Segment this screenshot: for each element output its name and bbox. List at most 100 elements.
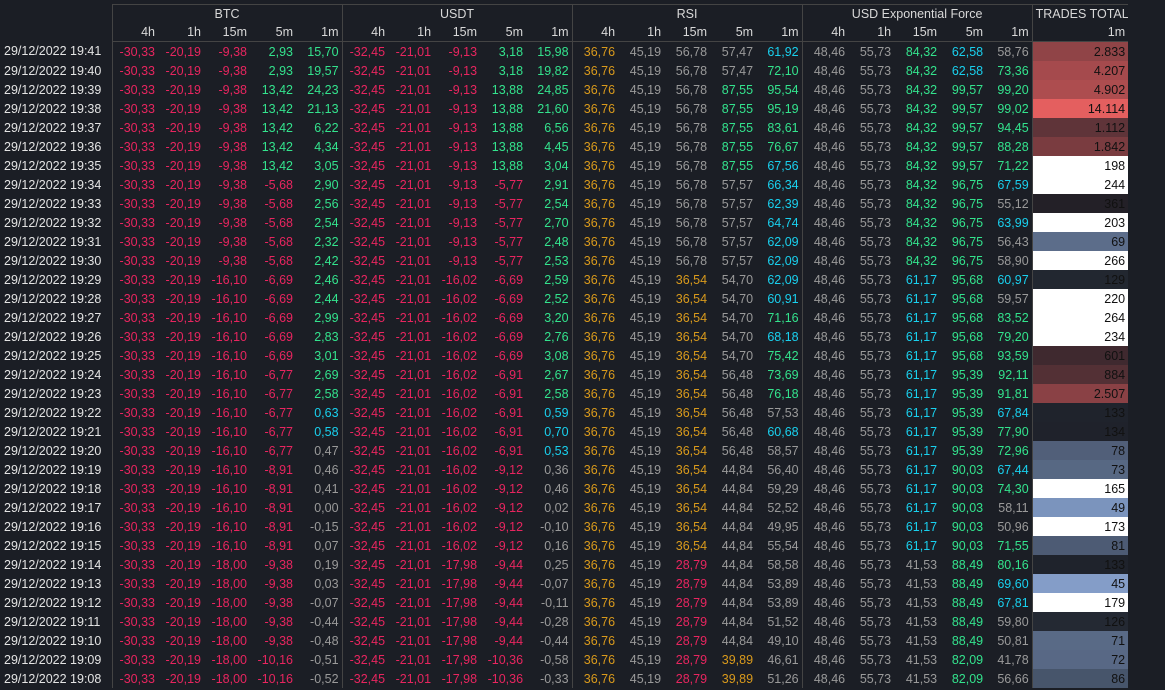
value-cell: 99,57 xyxy=(951,82,984,97)
value-cell: 55,73 xyxy=(859,481,892,496)
value-cell: 0,41 xyxy=(314,481,339,496)
value-cell: 44,84 xyxy=(721,595,754,610)
value-cell: 13,42 xyxy=(261,82,293,97)
value-cell: -32,45 xyxy=(341,99,389,118)
value-cell: -6,91 xyxy=(494,386,524,401)
table-row: 29/12/2022 19:22 -30,33 -20,19 -16,10 -6,77 0… xyxy=(0,403,1129,422)
value-cell: 2,93 xyxy=(268,44,293,59)
value-cell: -30,33 xyxy=(111,232,158,251)
value-cell: -16,02 xyxy=(441,500,478,515)
trades-cell: 2.833 xyxy=(1031,41,1129,61)
value-cell: 57,57 xyxy=(721,177,754,192)
value-cell: -30,33 xyxy=(111,441,158,460)
sub-header: 5m xyxy=(480,23,527,42)
value-cell: -20,19 xyxy=(165,63,201,78)
value-cell: 2,32 xyxy=(314,234,339,249)
value-cell: -20,19 xyxy=(165,82,201,97)
value-cell: 56,78 xyxy=(675,234,708,249)
value-cell: 58,76 xyxy=(997,44,1029,59)
value-cell: 36,76 xyxy=(571,41,619,61)
value-cell: 44,84 xyxy=(721,557,754,572)
value-cell: -20,19 xyxy=(165,120,201,135)
value-cell: 48,46 xyxy=(801,365,849,384)
timestamp: 29/12/2022 19:25 xyxy=(4,348,102,363)
value-cell: -32,45 xyxy=(341,194,389,213)
value-cell: 54,70 xyxy=(721,348,754,363)
value-cell: 45,19 xyxy=(629,557,662,572)
value-cell: -18,00 xyxy=(211,595,247,610)
value-cell: 36,54 xyxy=(675,291,708,306)
value-cell: -9,12 xyxy=(494,538,524,553)
value-cell: 36,76 xyxy=(571,308,619,327)
value-cell: -32,45 xyxy=(341,669,389,688)
trades-table: BTC USDT RSI USD Exponential Force TRADES TO… xyxy=(0,4,1129,688)
value-cell: 36,54 xyxy=(675,405,708,420)
value-cell: -16,10 xyxy=(211,291,247,306)
value-cell: -0,44 xyxy=(540,633,569,648)
value-cell: -18,00 xyxy=(211,652,247,667)
value-cell: 61,17 xyxy=(905,443,938,458)
value-cell: -20,19 xyxy=(165,215,201,230)
value-cell: 94,45 xyxy=(997,120,1029,135)
value-cell: 45,19 xyxy=(629,82,662,97)
value-cell: 36,76 xyxy=(571,289,619,308)
value-cell: 56,66 xyxy=(997,671,1029,686)
value-cell: 45,19 xyxy=(629,63,662,78)
value-cell: -16,02 xyxy=(441,348,478,363)
timestamp: 29/12/2022 19:34 xyxy=(4,177,102,192)
value-cell: 13,88 xyxy=(491,120,524,135)
value-cell: 88,28 xyxy=(997,139,1029,154)
value-cell: 55,73 xyxy=(859,329,892,344)
value-cell: 45,19 xyxy=(629,595,662,610)
value-cell: -16,10 xyxy=(211,481,247,496)
value-cell: 56,78 xyxy=(675,63,708,78)
value-cell: -32,45 xyxy=(341,460,389,479)
value-cell: -21,01 xyxy=(395,424,432,439)
value-cell: 95,39 xyxy=(951,367,984,382)
timestamp: 29/12/2022 19:11 xyxy=(4,614,101,629)
timestamp: 29/12/2022 19:09 xyxy=(4,652,102,667)
value-cell: 84,32 xyxy=(905,101,938,116)
value-cell: 59,29 xyxy=(767,481,799,496)
trades-cell: 179 xyxy=(1031,593,1129,612)
value-cell: 45,19 xyxy=(629,348,662,363)
value-cell: 44,84 xyxy=(721,614,754,629)
value-cell: 76,18 xyxy=(767,386,799,401)
value-cell: 36,76 xyxy=(571,669,619,688)
trades-cell: 86 xyxy=(1031,669,1129,688)
value-cell: 55,73 xyxy=(859,538,892,553)
timestamp: 29/12/2022 19:10 xyxy=(4,633,102,648)
value-cell: -9,13 xyxy=(448,158,478,173)
value-cell: 83,52 xyxy=(997,310,1029,325)
value-cell: 55,73 xyxy=(859,614,892,629)
value-cell: 55,73 xyxy=(859,82,892,97)
value-cell: 28,79 xyxy=(675,614,708,629)
table-row: 29/12/2022 19:16 -30,33 -20,19 -16,10 -8,91 -… xyxy=(0,517,1129,536)
sub-header: 1m xyxy=(296,23,343,42)
value-cell: 61,17 xyxy=(905,405,938,420)
value-cell: 67,59 xyxy=(997,177,1029,192)
value-cell: 48,46 xyxy=(801,327,849,346)
value-cell: -16,02 xyxy=(441,329,478,344)
value-cell: 48,46 xyxy=(801,289,849,308)
value-cell: 3,05 xyxy=(314,158,339,173)
value-cell: -9,13 xyxy=(448,234,478,249)
value-cell: -6,77 xyxy=(264,386,294,401)
trades-cell: 4.902 xyxy=(1031,80,1129,99)
value-cell: -32,45 xyxy=(341,270,389,289)
value-cell: 50,96 xyxy=(997,519,1029,534)
value-cell: 13,42 xyxy=(261,139,293,154)
value-cell: -8,91 xyxy=(264,500,294,515)
value-cell: 36,54 xyxy=(675,538,708,553)
value-cell: -18,00 xyxy=(211,614,247,629)
value-cell: -32,45 xyxy=(341,365,389,384)
value-cell: 48,46 xyxy=(801,517,849,536)
value-cell: 56,78 xyxy=(675,139,708,154)
value-cell: -9,44 xyxy=(494,595,524,610)
value-cell: -20,19 xyxy=(165,139,201,154)
value-cell: 0,46 xyxy=(314,462,339,477)
value-cell: 39,89 xyxy=(721,671,754,686)
value-cell: -16,10 xyxy=(211,386,247,401)
table-row: 29/12/2022 19:40 -30,33 -20,19 -9,38 2,93 19,… xyxy=(0,61,1129,80)
value-cell: -21,01 xyxy=(395,405,432,420)
